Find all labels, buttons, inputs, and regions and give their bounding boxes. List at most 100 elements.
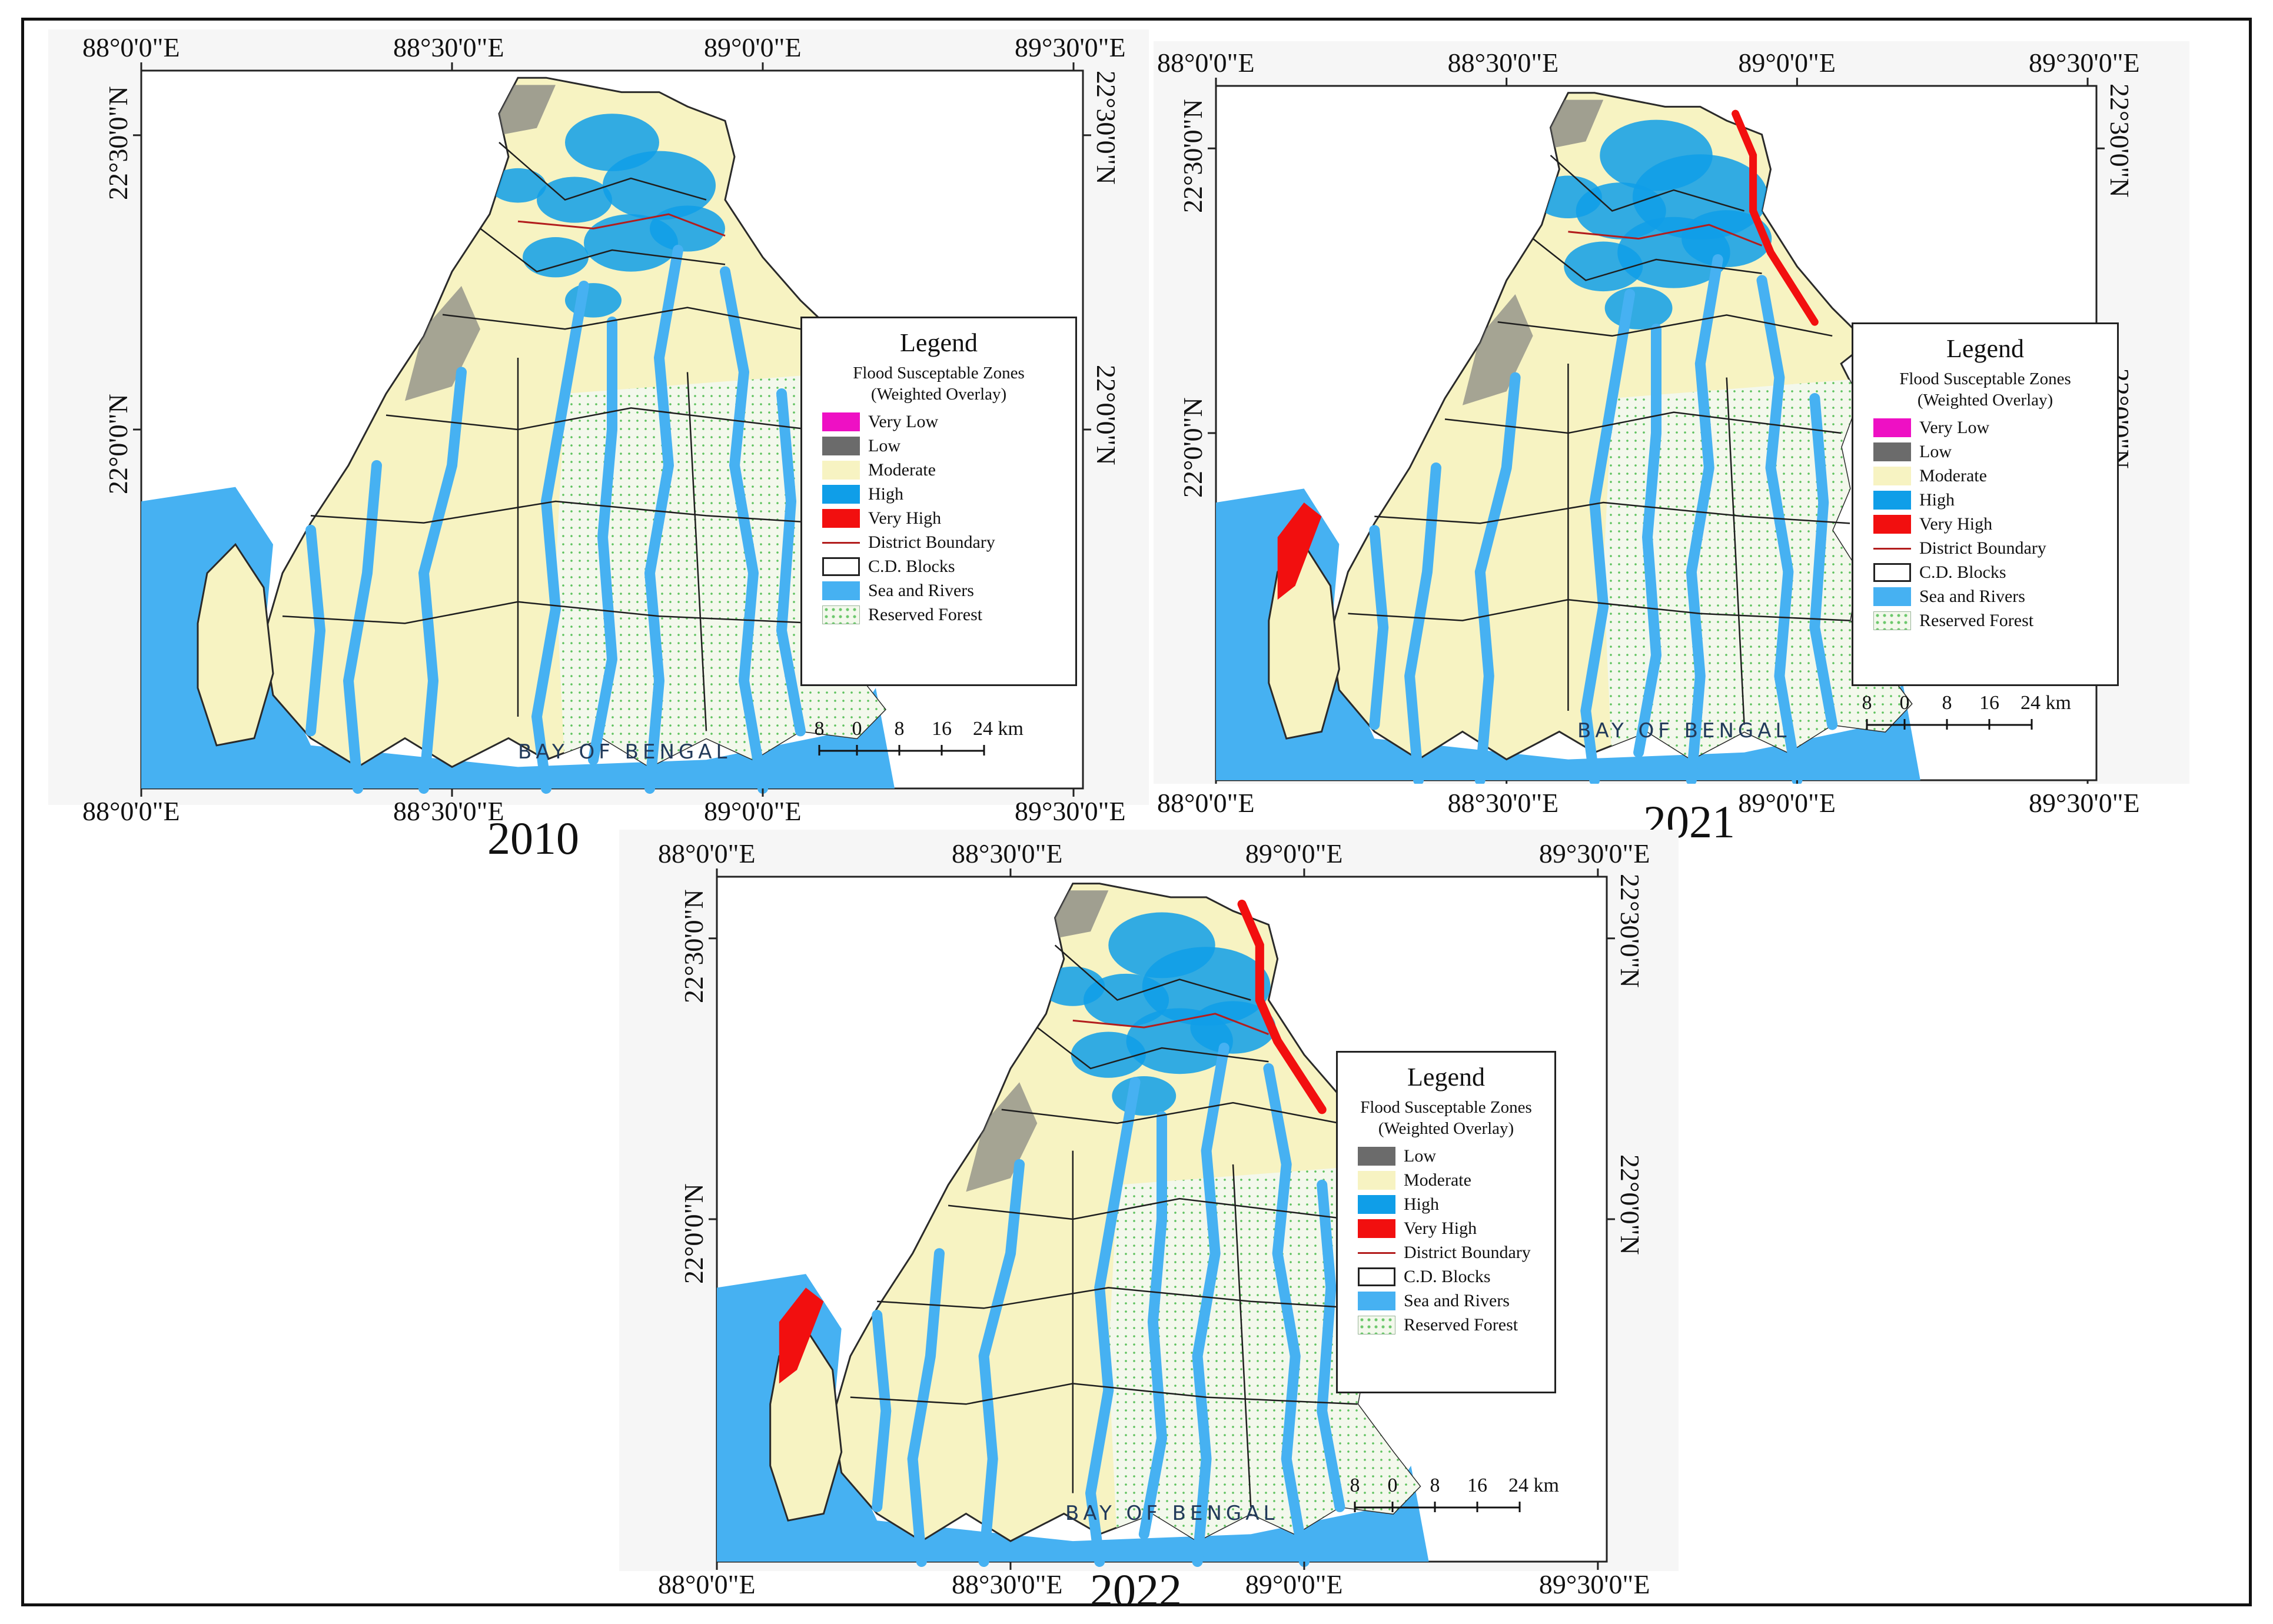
district-boundary <box>1072 1013 1269 1036</box>
left-latitude-label: 22°30'0"N <box>103 86 133 200</box>
legend-item: High <box>822 482 1075 506</box>
river <box>720 266 768 794</box>
left-latitude-label: 22°0'0"N <box>1178 397 1208 498</box>
legend-items: Very Low Low Moderate High Very High District… <box>1853 415 2117 633</box>
top-longitude-label: 88°0'0"E <box>82 32 180 62</box>
top-longitude-label: 89°0'0"E <box>1245 838 1343 868</box>
legend-swatch <box>1873 490 1911 510</box>
legend-item: Very High <box>1358 1216 1554 1240</box>
legend-item: Reserved Forest <box>822 603 1075 627</box>
cd-block-boundary <box>877 1287 1358 1309</box>
map-canvas <box>1208 78 2105 784</box>
river <box>1369 525 1389 730</box>
legend-label: High <box>1404 1194 1439 1214</box>
map-panel-2022: 88°0'0"E 88°0'0"E 88°30'0"E 88°30'0"E 89°0'0… <box>619 830 1679 1598</box>
scale-tick-label: 8 <box>894 718 905 740</box>
low-zone <box>1055 890 1109 939</box>
high-zone <box>1083 973 1169 1027</box>
low-zone <box>405 286 480 401</box>
river <box>1580 289 1636 784</box>
legend-swatch <box>822 557 860 576</box>
legend-label: Very Low <box>1919 417 1990 437</box>
left-latitude-label: 22°0'0"N <box>103 394 133 494</box>
legend-label: Low <box>1404 1146 1436 1166</box>
right-latitude-label: 22°0'0"N <box>1091 365 1121 465</box>
scale-tick-label: 16 <box>1979 692 1999 714</box>
river <box>1474 372 1521 784</box>
scale-bar: 8 0 8 16 24 km <box>813 718 1023 759</box>
river <box>418 367 467 794</box>
legend-label: C.D. Blocks <box>1919 562 2006 582</box>
river <box>872 1310 892 1512</box>
legend-swatch <box>1358 1170 1395 1190</box>
high-zone <box>603 151 716 220</box>
bay-of-bengal-label: BAY OF BENGAL <box>1065 1502 1279 1525</box>
scale-tick-label: 0 <box>852 718 862 740</box>
sagar-island <box>1268 543 1340 740</box>
legend-label: Reserved Forest <box>868 604 983 624</box>
legend-label: Very High <box>868 508 942 528</box>
low-zone <box>1462 294 1533 405</box>
cd-block-boundary <box>499 142 707 201</box>
legend-label: High <box>868 484 903 504</box>
cd-block-boundary <box>686 372 707 731</box>
legend-swatch <box>1873 442 1911 461</box>
river <box>531 281 589 794</box>
left-latitude-label: 22°30'0"N <box>1178 99 1208 214</box>
legend-title: Legend <box>900 328 978 357</box>
legend-swatch <box>1358 1315 1395 1335</box>
legend-swatch <box>1873 587 1911 606</box>
river <box>644 245 683 794</box>
map-legend: Legend Flood Susceptable Zones (Weighted O… <box>800 317 1077 686</box>
river <box>588 317 617 766</box>
legend-subtitle: Flood Susceptable Zones (Weighted Overlay… <box>1853 368 2117 411</box>
legend-subtitle-line1: Flood Susceptable Zones <box>853 364 1025 382</box>
very-high-zone <box>1237 900 1327 1114</box>
legend-subtitle-line1: Flood Susceptable Zones <box>1360 1098 1532 1117</box>
top-longitude-label: 89°30'0"E <box>2029 48 2140 78</box>
legend-item: District Boundary <box>1358 1240 1554 1264</box>
legend-swatch <box>822 533 860 552</box>
scale-tick-label: 24 km <box>2021 692 2071 714</box>
legend-subtitle: Flood Susceptable Zones (Weighted Overlay… <box>1338 1097 1554 1139</box>
legend-subtitle-line1: Flood Susceptable Zones <box>1899 370 2071 388</box>
legend-label: Sea and Rivers <box>868 580 974 600</box>
legend-label: Low <box>1919 441 1952 461</box>
high-zone <box>1071 1031 1146 1078</box>
cd-block-boundary <box>310 500 820 524</box>
bottom-longitude-label: 88°30'0"E <box>1447 788 1559 818</box>
legend-label: High <box>1919 490 1955 510</box>
very-high-zone <box>1732 109 1819 326</box>
legend-label: District Boundary <box>1919 538 2046 558</box>
legend-label: C.D. Blocks <box>868 556 955 576</box>
legend-swatch <box>822 581 860 600</box>
top-longitude-label: 88°0'0"E <box>658 838 756 868</box>
map-canvas <box>133 62 1091 797</box>
low-zone <box>499 85 556 135</box>
left-latitude-label: 22°30'0"N <box>679 889 709 1003</box>
scale-tick-label: 16 <box>1467 1475 1487 1496</box>
legend-subtitle: Flood Susceptable Zones (Weighted Overlay… <box>802 362 1075 405</box>
scale-tick-label: 24 km <box>973 718 1023 740</box>
legend-label: Reserved Forest <box>1919 610 2034 630</box>
year-label-2022: 2022 <box>1090 1565 1182 1616</box>
scale-tick-label: 0 <box>1899 692 1910 714</box>
legend-swatch <box>822 412 860 431</box>
legend-title: Legend <box>1946 334 2024 363</box>
legend-swatch <box>1358 1146 1395 1166</box>
legend-item: Very High <box>1873 512 2117 536</box>
legend-swatch <box>822 460 860 480</box>
legend-swatch <box>1358 1291 1395 1310</box>
bottom-longitude-label: 88°30'0"E <box>393 796 504 826</box>
very-high-zone <box>1277 502 1322 600</box>
legend-item: District Boundary <box>822 530 1075 554</box>
scale-bar-line <box>818 745 985 756</box>
top-longitude-label: 88°30'0"E <box>951 838 1063 868</box>
bottom-longitude-label: 89°30'0"E <box>1015 796 1126 826</box>
legend-swatch <box>1358 1219 1395 1238</box>
legend-item: Reserved Forest <box>1873 608 2117 633</box>
cd-block-boundary <box>1726 377 1745 725</box>
legend-label: District Boundary <box>1404 1242 1531 1262</box>
high-zone <box>1604 287 1673 330</box>
legend-item: Moderate <box>1873 464 2117 488</box>
